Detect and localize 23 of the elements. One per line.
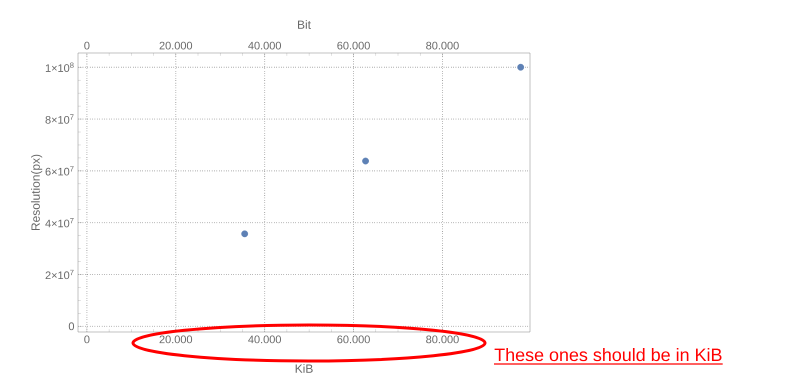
x-tick-label: 0 (84, 42, 90, 50)
x2-tick-label: 60.000 (337, 336, 370, 344)
y-axis-title: Resolution(px) (31, 154, 42, 230)
y-tick-label: 0 (68, 322, 74, 330)
point (362, 158, 369, 164)
x-axis-title: KiB (296, 364, 313, 373)
x-tick-label: 60.000 (337, 42, 370, 50)
point (517, 64, 524, 71)
x-tick-label: 80.000 (426, 42, 459, 50)
y-tick-label: 1×10$^{8}$ (46, 62, 74, 72)
y-tick-label: 8×10$^{7}$ (46, 114, 74, 124)
x2-axis-title: Bit (298, 20, 311, 29)
point (241, 230, 248, 238)
x2-tick-label: 0 (84, 336, 90, 344)
x2-tick-label: 80.000 (426, 336, 459, 344)
x-tick-label: 20.000 (160, 42, 192, 50)
y-tick-label: 2×10$^{7}$ (46, 270, 74, 280)
x2-tick-label: 40.000 (248, 336, 281, 344)
y-tick-label: 4×10$^{7}$ (45, 218, 74, 228)
x-tick-label: 40.000 (248, 42, 281, 50)
text: These ones should be in KiB (494, 348, 722, 362)
x2-tick-label: 20.000 (160, 336, 192, 344)
y-tick-label: 6×10$^{7}$ (46, 166, 74, 176)
